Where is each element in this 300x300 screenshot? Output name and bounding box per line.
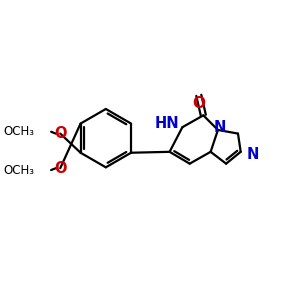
Text: HN: HN bbox=[155, 116, 180, 131]
Text: O: O bbox=[192, 96, 205, 111]
Text: N: N bbox=[246, 147, 259, 162]
Text: OCH₃: OCH₃ bbox=[4, 164, 35, 177]
Text: O: O bbox=[54, 161, 67, 176]
Text: O: O bbox=[54, 126, 67, 141]
Text: OCH₃: OCH₃ bbox=[4, 125, 35, 138]
Text: N: N bbox=[214, 120, 226, 135]
